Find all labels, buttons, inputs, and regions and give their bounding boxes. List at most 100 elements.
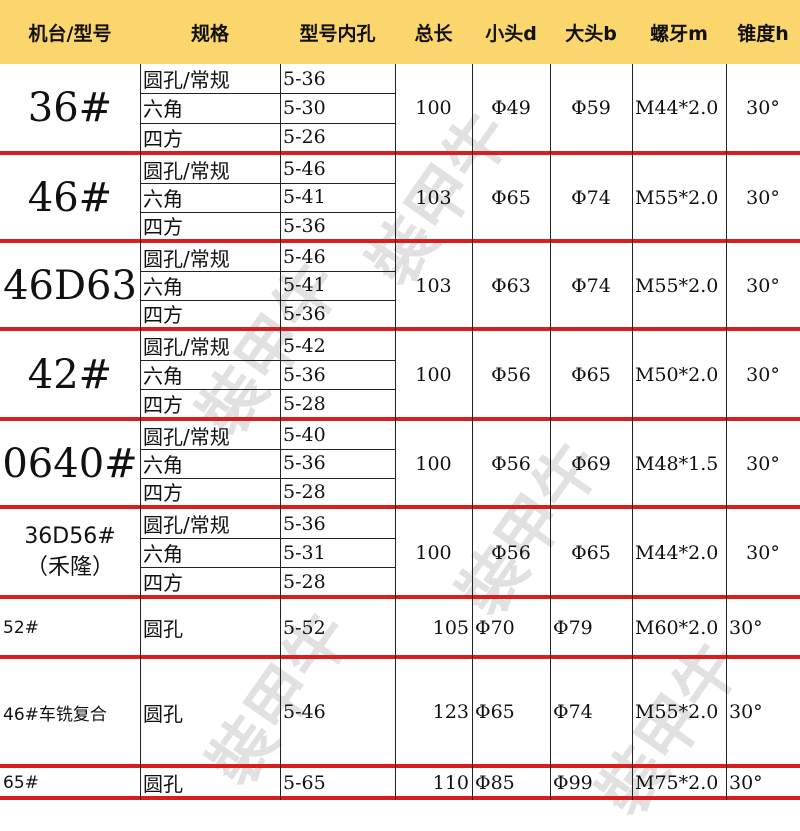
spec-type: 四方 bbox=[143, 303, 183, 328]
model-name: 52# bbox=[3, 617, 39, 638]
row-separator bbox=[0, 595, 800, 599]
column-divider bbox=[280, 64, 281, 800]
bore-size: 5-28 bbox=[283, 392, 326, 415]
value-h: 30° bbox=[746, 97, 780, 119]
spec-type: 四方 bbox=[143, 215, 183, 240]
column-divider bbox=[550, 64, 551, 800]
column-divider bbox=[632, 64, 633, 800]
value-m: M55*2.0 bbox=[635, 701, 719, 723]
spec-type: 圆孔/常规 bbox=[143, 246, 230, 271]
bore-size: 5-26 bbox=[283, 126, 326, 149]
spec-type: 四方 bbox=[143, 126, 183, 151]
bore-size: 5-36 bbox=[283, 214, 326, 237]
spec-type: 六角 bbox=[143, 275, 183, 299]
bore-size: 5-46 bbox=[283, 246, 326, 269]
value-d: Φ63 bbox=[491, 274, 531, 297]
model-name: 65# bbox=[3, 772, 39, 793]
value-b: Φ99 bbox=[553, 771, 593, 794]
sub-row-divider bbox=[140, 360, 395, 361]
bore-size: 5-42 bbox=[283, 334, 326, 357]
value-length: 100 bbox=[415, 97, 452, 119]
value-d: Φ49 bbox=[491, 97, 531, 119]
value-d: Φ65 bbox=[475, 701, 515, 723]
spec-type: 四方 bbox=[143, 571, 183, 595]
bore-size: 5-36 bbox=[283, 67, 326, 90]
column-header: 总长 bbox=[395, 0, 472, 64]
value-h: 30° bbox=[746, 541, 780, 564]
value-d: Φ56 bbox=[491, 363, 531, 386]
bore-size: 5-36 bbox=[283, 452, 326, 475]
model-note: （禾隆） bbox=[25, 555, 114, 580]
row-separator bbox=[0, 764, 800, 768]
value-b: Φ59 bbox=[571, 97, 611, 119]
model-code: 36D56# bbox=[24, 524, 116, 549]
value-m: M44*2.0 bbox=[635, 541, 719, 564]
value-m: M44*2.0 bbox=[635, 97, 719, 119]
column-header: 锥度h bbox=[726, 0, 800, 64]
value-h: 30° bbox=[746, 186, 780, 209]
spec-type: 圆孔/常规 bbox=[143, 424, 230, 449]
bore-size: 5-46 bbox=[283, 158, 326, 181]
model-name: 36# bbox=[27, 85, 113, 131]
value-m: M50*2.0 bbox=[635, 363, 719, 386]
spec-type: 六角 bbox=[143, 453, 183, 477]
value-length: 105 bbox=[432, 616, 469, 639]
bore-size: 5-36 bbox=[283, 302, 326, 325]
sub-row-divider bbox=[140, 211, 395, 213]
spec-type: 六角 bbox=[143, 542, 183, 566]
spec-type: 圆孔/常规 bbox=[143, 68, 230, 93]
bore-size: 5-36 bbox=[283, 363, 326, 386]
model-name: 36D56# （禾隆） bbox=[0, 509, 140, 596]
value-h: 30° bbox=[746, 452, 780, 475]
spec-type: 圆孔 bbox=[143, 772, 183, 796]
bore-size: 5-46 bbox=[283, 701, 326, 723]
model-name: 46D63 bbox=[3, 262, 137, 309]
value-b: Φ65 bbox=[571, 541, 611, 564]
row-separator bbox=[0, 796, 800, 800]
value-b: Φ74 bbox=[553, 701, 593, 723]
spec-type: 圆孔 bbox=[143, 701, 183, 726]
spec-type: 六角 bbox=[143, 97, 183, 122]
row-separator bbox=[0, 151, 800, 155]
value-b: Φ65 bbox=[571, 363, 611, 386]
value-length: 100 bbox=[415, 452, 452, 475]
value-h: 30° bbox=[729, 771, 763, 794]
column-header: 小头d bbox=[472, 0, 550, 64]
value-length: 100 bbox=[415, 363, 452, 386]
value-h: 30° bbox=[729, 701, 763, 723]
bore-size: 5-41 bbox=[283, 186, 326, 209]
sub-row-divider bbox=[140, 389, 395, 390]
model-name: 46# bbox=[27, 174, 113, 221]
row-separator bbox=[0, 327, 800, 331]
row-separator bbox=[0, 239, 800, 243]
bore-size: 5-28 bbox=[283, 570, 326, 593]
spec-type: 四方 bbox=[143, 481, 183, 506]
bore-size: 5-40 bbox=[283, 424, 326, 447]
bore-size: 5-41 bbox=[283, 274, 326, 297]
spec-type: 四方 bbox=[143, 393, 183, 417]
row-separator bbox=[0, 505, 800, 509]
bore-size: 5-30 bbox=[283, 96, 326, 119]
value-d: Φ56 bbox=[491, 452, 531, 475]
value-d: Φ65 bbox=[491, 186, 531, 209]
bore-size: 5-28 bbox=[283, 480, 326, 503]
value-length: 103 bbox=[415, 274, 452, 297]
value-h: 30° bbox=[746, 274, 780, 297]
value-m: M75*2.0 bbox=[635, 771, 719, 794]
value-length: 110 bbox=[432, 771, 469, 794]
value-d: Φ70 bbox=[475, 616, 515, 639]
sub-row-divider bbox=[140, 271, 395, 273]
bore-size: 5-31 bbox=[283, 541, 326, 564]
column-header: 大头b bbox=[550, 0, 632, 64]
spec-type: 圆孔 bbox=[143, 617, 183, 641]
column-header: 螺牙m bbox=[632, 0, 726, 64]
value-b: Φ79 bbox=[553, 616, 593, 639]
column-divider bbox=[395, 64, 396, 800]
value-d: Φ56 bbox=[491, 541, 531, 564]
column-divider bbox=[140, 64, 141, 800]
row-separator bbox=[0, 417, 800, 421]
sub-row-divider bbox=[140, 122, 395, 124]
sub-row-divider bbox=[140, 299, 395, 301]
sub-row-divider bbox=[140, 449, 395, 451]
value-h: 30° bbox=[746, 363, 780, 386]
